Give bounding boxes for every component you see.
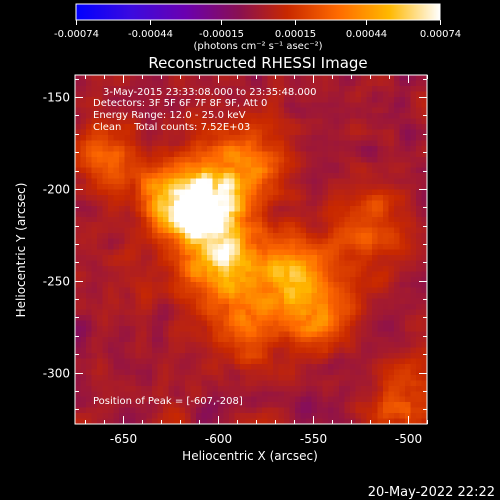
- annotation-energy: Energy Range: 12.0 - 25.0 keV: [93, 110, 246, 121]
- x-tick-label: -650: [110, 432, 137, 446]
- y-tick-label: -300: [43, 367, 70, 381]
- y-tick-label: -150: [43, 91, 70, 105]
- footer-date: 20-May-2022 22:22: [368, 485, 495, 500]
- x-tick-label: -600: [205, 432, 232, 446]
- colorbar-tick-label: 0.00015: [275, 29, 316, 40]
- colorbar-tick-label: -0.00074: [54, 29, 99, 40]
- colorbar-tick-label: -0.00015: [199, 29, 244, 40]
- x-axis-label: Heliocentric X (arcsec): [182, 449, 318, 463]
- chart-title: Reconstructed RHESSI Image: [148, 54, 367, 72]
- axis-ticks: -650 -600 -550 -500 -150 -200 -250 -300: [43, 75, 428, 446]
- colorbar-ticks: -0.00074 -0.00044 -0.00015 0.00015 0.00044 0.…: [54, 20, 461, 40]
- x-tick-label: -500: [395, 432, 422, 446]
- plot-frame: [74, 74, 428, 425]
- heatmap-image: [75, 75, 427, 424]
- colorbar-tick-label: 0.00044: [346, 29, 387, 40]
- y-axis-label: Heliocentric Y (arcsec): [14, 183, 28, 318]
- annotation-time-range: 3-May-2015 23:33:08.000 to 23:35:48.000: [103, 87, 317, 98]
- annotation-peak-position: Position of Peak = [-607,-208]: [93, 396, 243, 407]
- y-tick-label: -250: [43, 275, 70, 289]
- colorbar-tick-label: -0.00044: [128, 29, 173, 40]
- annotation-clean: Clean Total counts: 7.52E+03: [93, 122, 251, 133]
- annotation-detectors: Detectors: 3F 5F 6F 7F 8F 9F, Att 0: [93, 98, 268, 109]
- y-tick-label: -200: [43, 183, 70, 197]
- x-tick-label: -550: [300, 432, 327, 446]
- colorbar: [75, 3, 441, 21]
- colorbar-tick-label: 0.00074: [420, 29, 461, 40]
- colorbar-unit-label: (photons cm⁻² s⁻¹ asec⁻²): [193, 41, 322, 52]
